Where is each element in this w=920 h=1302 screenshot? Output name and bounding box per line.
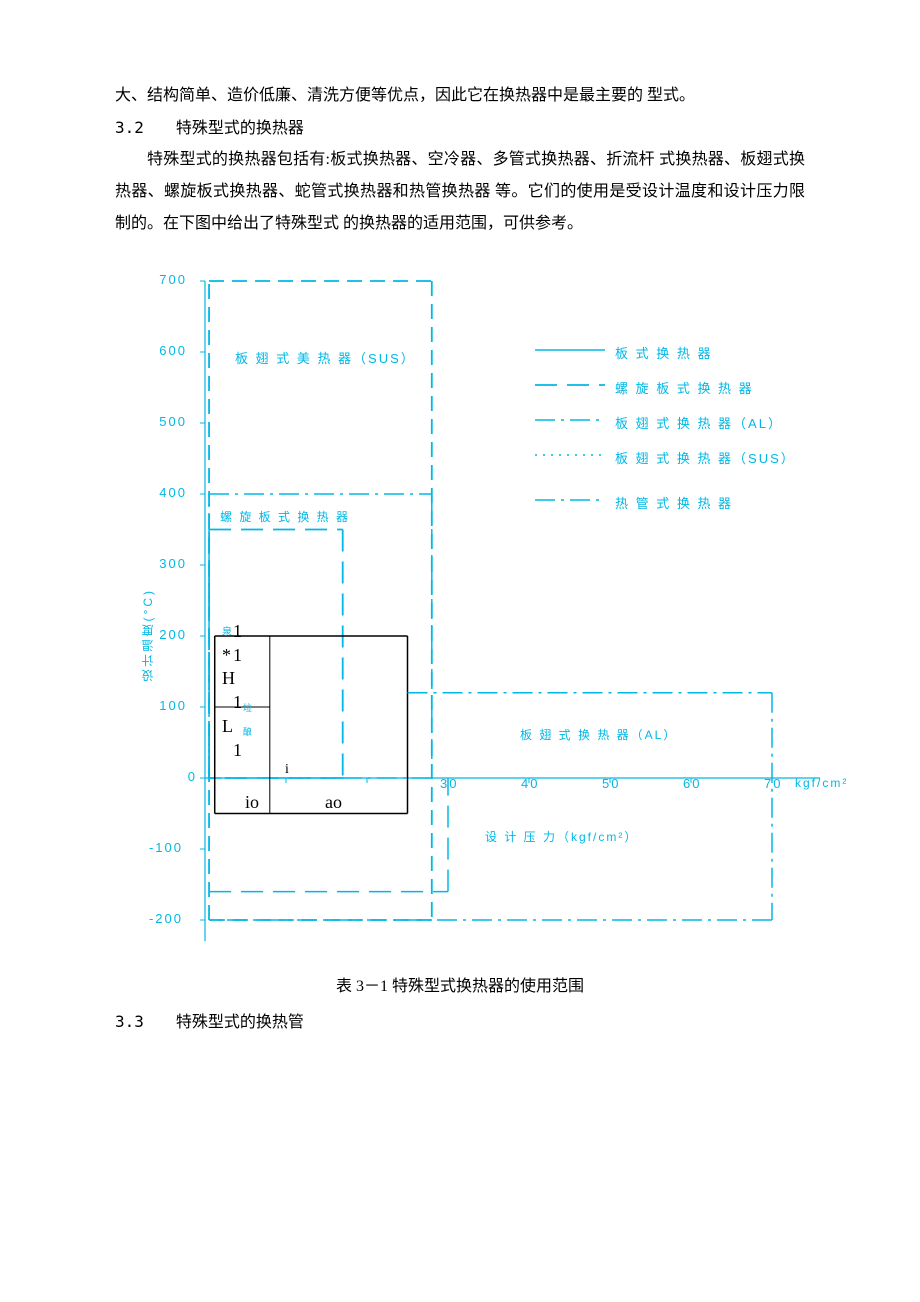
ytick-600: 600: [147, 343, 187, 358]
legend-3: 板 翅 式 换 热 器（AL）: [615, 413, 783, 432]
tiny-2: 垃: [243, 701, 252, 714]
lit-L: L: [222, 716, 233, 737]
label-spiral-inplot: 螺 旋 板 式 换 热 器: [220, 508, 350, 525]
legend-1: 板 式 换 热 器: [615, 343, 712, 362]
ytick-0: 0: [157, 769, 197, 784]
label-pressure: 设 计 压 力（kgf/cm²）: [485, 828, 638, 845]
paragraph-2: 特殊型式的换热器包括有:板式换热器、空冷器、多管式换热器、折流杆 式换热器、板翅…: [115, 144, 805, 240]
ytick-100: 100: [147, 698, 187, 713]
lit-1b: 1: [233, 645, 242, 666]
lit-H: H: [222, 668, 235, 689]
lit-i: i: [285, 762, 289, 778]
lit-1c: 1: [233, 692, 242, 713]
lit-1d: 1: [233, 740, 242, 761]
legend-2: 螺 旋 板 式 换 热 器: [615, 378, 754, 397]
y-axis-label: 设计温度(°C): [139, 588, 156, 681]
tiny-1: 泉: [222, 623, 232, 638]
xtick-40: 40: [521, 776, 539, 791]
legend-4: 板 翅 式 换 热 器（SUS）: [615, 448, 796, 467]
lit-star: *: [222, 645, 231, 666]
label-al-inplot: 板 翅 式 换 热 器（AL）: [520, 726, 677, 743]
xtick-60: 60: [683, 776, 701, 791]
x-unit: kgf/cm²: [795, 776, 848, 790]
legend-5: 热 管 式 换 热 器: [615, 493, 733, 512]
ytick-500: 500: [147, 414, 187, 429]
ytick-400: 400: [147, 485, 187, 500]
paragraph-1: 大、结构简单、造价低廉、清洗方便等优点，因此它在换热器中是最主要的 型式。: [115, 80, 805, 112]
lit-io: io: [245, 792, 259, 813]
ytick-n100: -100: [143, 840, 183, 855]
ytick-700: 700: [147, 272, 187, 287]
xtick-50: 50: [602, 776, 620, 791]
figure-caption: 表 3－1 特殊型式换热器的使用范围: [115, 972, 805, 996]
xtick-70: 70: [764, 776, 782, 791]
tiny-3: 酿: [243, 725, 252, 738]
label-sus-inplot: 板 翅 式 美 热 器（SUS）: [235, 348, 416, 367]
heading-3-3: 3.3 特殊型式的换热管: [115, 1006, 805, 1038]
lit-1a: 1: [233, 621, 242, 642]
heading-3-2: 3.2 特殊型式的换热器: [115, 112, 805, 144]
ytick-300: 300: [147, 556, 187, 571]
xtick-30: 30: [440, 776, 458, 791]
chart-svg: [115, 248, 820, 968]
chart-container: 700 600 500 400 300 200 100 0 -100 -200 …: [115, 248, 820, 968]
lit-ao: ao: [325, 792, 342, 813]
ytick-n200: -200: [143, 911, 183, 926]
